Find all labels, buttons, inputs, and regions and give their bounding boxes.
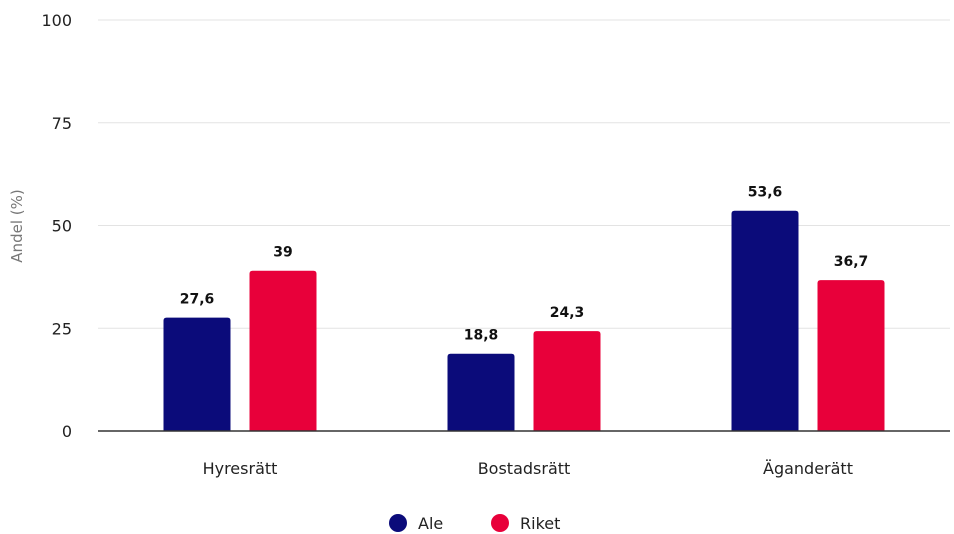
- y-tick-label: 0: [62, 422, 72, 441]
- bar-riket-1: [533, 331, 601, 431]
- bar-ale-0: [163, 317, 231, 431]
- data-label: 53,6: [748, 185, 783, 201]
- y-tick-label: 50: [52, 217, 72, 236]
- x-category-label: Bostadsrätt: [478, 459, 571, 478]
- x-category-label: Äganderätt: [763, 459, 853, 478]
- data-label: 18,8: [464, 328, 499, 344]
- legend-marker-ale: [389, 514, 407, 532]
- bar-riket-2: [817, 280, 885, 431]
- legend: Ale Riket: [389, 514, 560, 533]
- x-axis-categories: Hyresrätt Bostadsrätt Äganderätt: [203, 459, 853, 478]
- grid-lines: [98, 19, 950, 329]
- bar-ale-2: [731, 210, 799, 431]
- bars: [163, 210, 885, 431]
- data-label: 27,6: [180, 292, 215, 308]
- data-label: 24,3: [550, 305, 585, 321]
- y-axis-ticks: 0 25 50 75 100: [41, 11, 72, 441]
- legend-label-riket: Riket: [520, 514, 560, 533]
- bar-riket-0: [249, 270, 317, 431]
- data-labels: 27,6 39 18,8 24,3 53,6 36,7: [180, 185, 869, 344]
- y-tick-label: 25: [52, 319, 72, 338]
- data-label: 39: [273, 245, 292, 261]
- bar-ale-1: [447, 353, 515, 431]
- legend-marker-riket: [491, 514, 509, 532]
- data-label: 36,7: [834, 254, 869, 270]
- y-tick-label: 75: [52, 114, 72, 133]
- x-category-label: Hyresrätt: [203, 459, 278, 478]
- y-axis-title: Andel (%): [8, 189, 26, 262]
- legend-label-ale: Ale: [418, 514, 443, 533]
- y-tick-label: 100: [41, 11, 72, 30]
